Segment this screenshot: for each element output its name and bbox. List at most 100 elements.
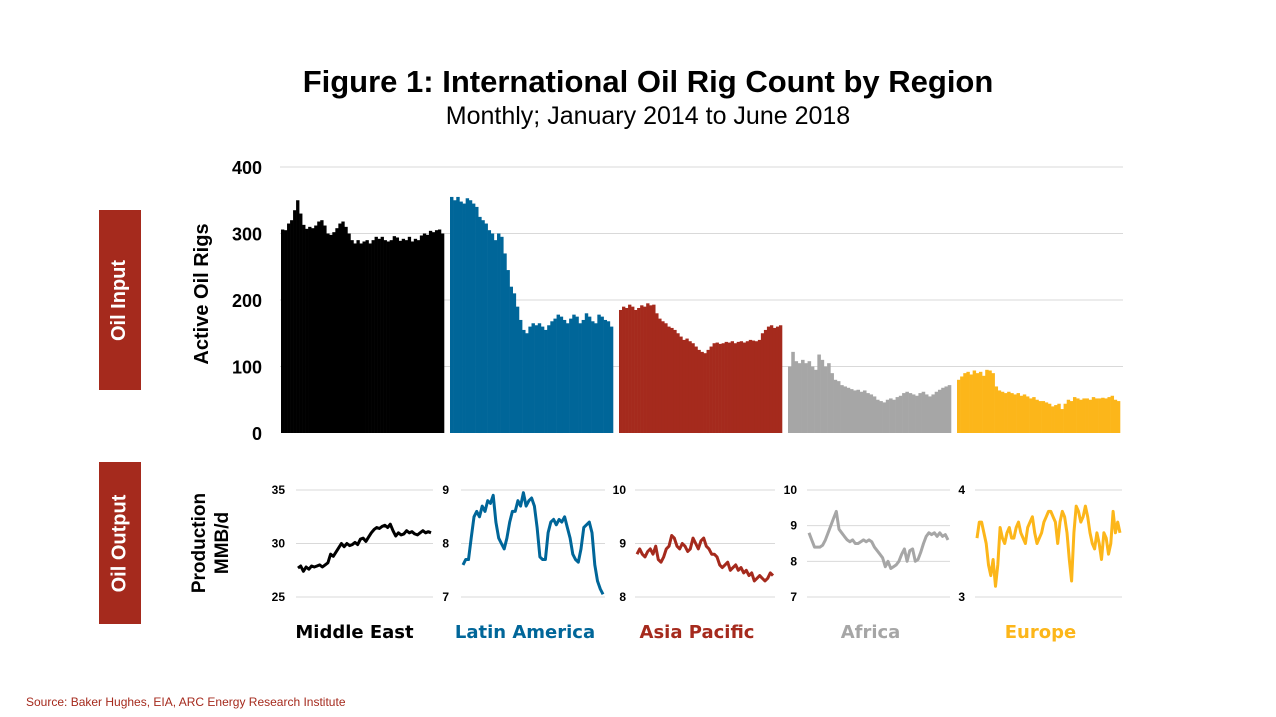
region-label-europe: Europe [1005, 622, 1076, 643]
bar [500, 236, 504, 433]
bar [817, 354, 821, 433]
bar [931, 394, 935, 433]
bar [553, 318, 557, 433]
bar [531, 323, 535, 433]
bar [465, 198, 470, 433]
bar [794, 361, 799, 433]
bar [643, 306, 647, 433]
bar-series-asia-pacific [619, 303, 783, 434]
bar [869, 394, 874, 433]
region-label-latin-america: Latin America [455, 622, 595, 643]
bar [287, 223, 291, 433]
bar [797, 363, 802, 433]
bar [407, 236, 412, 433]
bar [478, 216, 482, 434]
bar [1072, 397, 1077, 433]
bar [341, 221, 345, 433]
bar [1054, 405, 1058, 433]
bar [963, 373, 967, 433]
bar [383, 240, 387, 433]
bar [606, 321, 611, 433]
bar [1060, 409, 1064, 433]
bar [846, 387, 851, 433]
bar [459, 201, 463, 433]
bar [544, 329, 548, 433]
line-series-latin-america [461, 491, 605, 595]
bar [703, 353, 707, 433]
bar [487, 230, 492, 433]
bar [778, 325, 783, 433]
bar [1029, 398, 1033, 433]
bar [769, 325, 774, 433]
bar [440, 233, 445, 433]
y-tick-label: 8 [442, 537, 449, 551]
bar [462, 203, 466, 433]
bar [691, 343, 695, 433]
bar [550, 321, 554, 433]
bar [347, 233, 351, 433]
bar [928, 396, 932, 433]
bar [715, 342, 719, 433]
bar [700, 351, 704, 433]
bar [823, 366, 828, 433]
bar [1116, 401, 1121, 433]
bar [591, 321, 595, 433]
bar [365, 240, 369, 433]
bar [609, 326, 614, 433]
bar [1091, 397, 1096, 433]
bar [853, 390, 857, 433]
bar [833, 379, 838, 433]
bar [1094, 398, 1099, 433]
bar [525, 333, 529, 433]
region-label-middle-east: Middle East [295, 622, 414, 643]
bar [748, 339, 753, 433]
bar [515, 306, 520, 433]
bar [664, 323, 668, 433]
bar [1051, 406, 1055, 433]
bar [843, 386, 847, 433]
bar [709, 346, 713, 433]
bar [972, 370, 977, 433]
bar [975, 373, 980, 433]
bar [559, 316, 564, 434]
bar [801, 359, 805, 433]
bar [918, 393, 922, 433]
bar [982, 375, 986, 433]
bar [603, 319, 608, 433]
bar [386, 241, 390, 433]
bar [814, 369, 818, 433]
bar [1082, 398, 1086, 433]
bar [667, 326, 671, 433]
bar [625, 307, 629, 433]
bar [594, 323, 598, 433]
bar [840, 385, 844, 433]
bar [772, 327, 777, 433]
bar [534, 325, 539, 433]
bar [1101, 397, 1105, 433]
bar [628, 304, 632, 433]
bar [804, 363, 808, 433]
y-tick-label: 4 [958, 483, 965, 497]
region-label-africa: Africa [841, 622, 901, 643]
bar [697, 349, 701, 434]
bar [356, 240, 360, 433]
bar [915, 395, 919, 433]
bar [646, 303, 650, 433]
bar [1044, 402, 1049, 433]
bar [957, 379, 961, 433]
bar [622, 306, 626, 433]
bar [456, 196, 460, 433]
bar [991, 373, 995, 433]
y-tick-label: 400 [232, 158, 262, 178]
bar-series-middle-east [281, 200, 445, 433]
bar [670, 327, 674, 433]
bar [398, 240, 403, 433]
bar [997, 390, 1002, 433]
bar [960, 376, 964, 433]
bar [428, 230, 433, 433]
bar [934, 391, 939, 433]
bar [745, 341, 750, 433]
y-tick-label: 3 [958, 590, 965, 604]
bar [1069, 401, 1074, 433]
bar [1010, 393, 1014, 433]
